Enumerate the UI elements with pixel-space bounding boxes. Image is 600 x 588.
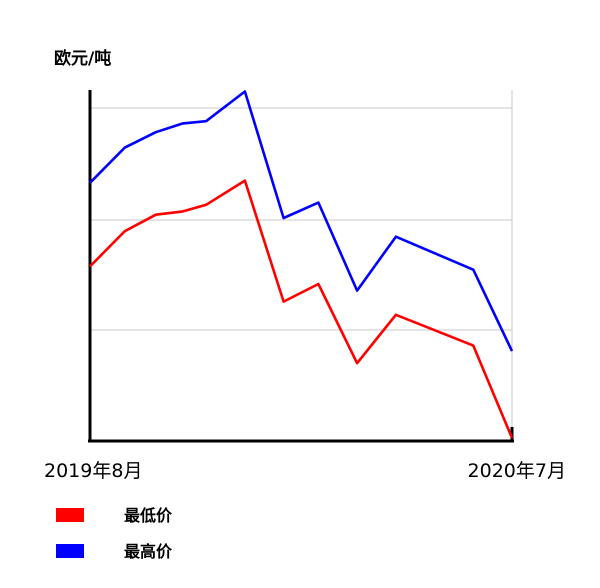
- legend-label-low: 最低价: [124, 506, 173, 525]
- x-tick-label-end: 2020年7月: [467, 460, 566, 482]
- legend-swatch-high: [56, 544, 84, 558]
- series-layer: [89, 90, 514, 439]
- gridlines: [90, 90, 513, 428]
- series-line-high: [89, 90, 514, 352]
- series-line-low: [89, 179, 514, 439]
- legend-swatch-low: [56, 508, 84, 522]
- x-tick-label-start: 2019年8月: [44, 460, 143, 482]
- legend-label-high: 最高价: [124, 542, 173, 561]
- y-axis-unit-label: 欧元/吨: [54, 49, 112, 69]
